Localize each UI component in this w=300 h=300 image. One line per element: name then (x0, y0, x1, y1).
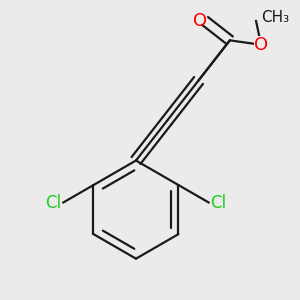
Text: O: O (254, 36, 268, 54)
Text: Cl: Cl (211, 194, 227, 211)
Text: O: O (193, 12, 207, 30)
Text: CH₃: CH₃ (261, 10, 290, 25)
Text: Cl: Cl (45, 194, 62, 211)
